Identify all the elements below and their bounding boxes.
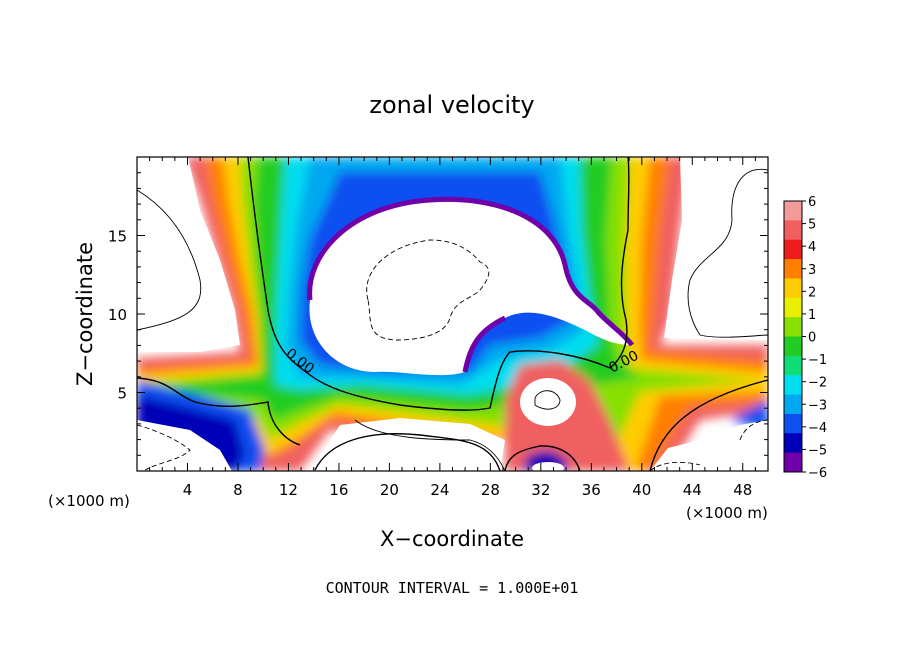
colorbar-label: 4: [808, 240, 816, 255]
right-upper-lobe: [664, 157, 768, 340]
colorbar-label: 1: [808, 308, 816, 323]
colorbar-label: −4: [808, 421, 827, 436]
colorbar-label: 0: [808, 331, 816, 346]
colorbar-swatch: [784, 413, 802, 434]
colorbar: 6 5 4 3 2 1 0 −1 −2 −3 −4 −5 −6: [783, 195, 827, 481]
x-axis: 4 8 12 16 20 24 28 32 36 40 44 48: [149, 157, 756, 499]
colorbar-label: 3: [808, 263, 816, 278]
colorbar-swatch: [784, 278, 802, 299]
colorbar-swatch: [784, 201, 802, 221]
zero-contours: [137, 157, 768, 471]
y-tick-label: 10: [108, 306, 127, 324]
x-tick-label: 36: [582, 481, 601, 499]
dashed-contours: [137, 239, 768, 471]
colorbar-swatch: [784, 336, 802, 357]
x-tick-label: 40: [632, 481, 651, 499]
colorbar-label: −3: [808, 398, 827, 413]
y-axis: 5 10 15: [108, 172, 768, 456]
bottom-right-pocket: [650, 420, 768, 471]
colorbar-swatch: [784, 375, 802, 396]
colorbar-label: 6: [808, 195, 816, 210]
colorbar-label: −1: [808, 353, 827, 368]
left-upper-lobe: [137, 157, 240, 352]
colorbar-swatch: [784, 394, 802, 415]
x-tick-label: 12: [279, 481, 298, 499]
x-tick-label: 32: [531, 481, 550, 499]
colorbar-label: −2: [808, 376, 827, 391]
x-tick-label: 4: [183, 481, 193, 499]
colorbar-swatch: [784, 452, 802, 473]
x-tick-label: 24: [430, 481, 449, 499]
x-tick-label: 48: [733, 481, 752, 499]
colorbar-label: 5: [808, 218, 816, 233]
thin-contours: [137, 168, 768, 471]
x-tick-label: 28: [481, 481, 500, 499]
x-tick-label: 20: [380, 481, 399, 499]
colorbar-swatch: [784, 355, 802, 376]
colorbar-swatch: [784, 433, 802, 454]
colorbar-label: −6: [808, 466, 827, 481]
colorbar-swatch: [784, 259, 802, 279]
colorbar-label: −5: [808, 443, 827, 458]
contour-interval-note: CONTOUR INTERVAL = 1.000E+01: [326, 579, 579, 597]
dome-interior: [309, 199, 632, 376]
x-unit-right: (×1000 m): [686, 504, 768, 522]
x-tick-label: 8: [233, 481, 243, 499]
x-axis-label: X−coordinate: [380, 527, 524, 551]
x-tick-label: 44: [683, 481, 702, 499]
colorbar-label: 2: [808, 285, 816, 300]
colorbar-swatch: [784, 317, 802, 337]
y-tick-label: 15: [108, 228, 127, 246]
bottom-center-pocket: [310, 418, 505, 471]
colorbar-swatch: [784, 297, 802, 318]
colorbar-swatch: [784, 239, 802, 260]
y-axis-label: Z−coordinate: [73, 242, 97, 386]
colorbar-swatch: [784, 220, 802, 241]
y-tick-label: 5: [117, 385, 127, 403]
x-tick-label: 16: [329, 481, 348, 499]
chart-title: zonal velocity: [369, 91, 534, 119]
x-unit-left: (×1000 m): [48, 492, 130, 510]
plot-area: 0.00 0.00: [137, 157, 768, 471]
